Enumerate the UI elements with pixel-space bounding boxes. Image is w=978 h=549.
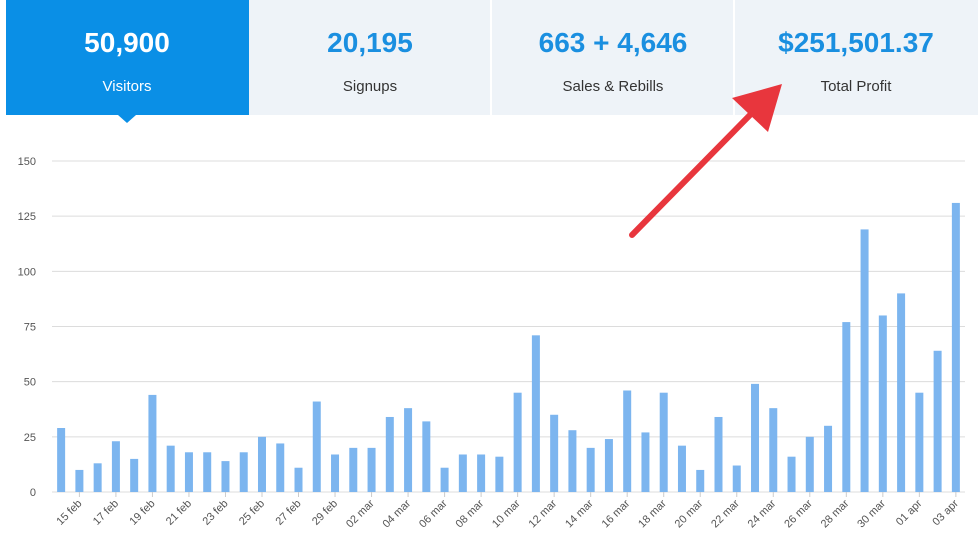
- bar: [513, 392, 522, 492]
- x-tick-label: 10 mar: [490, 497, 523, 530]
- stat-value: 20,195: [327, 27, 413, 58]
- bar: [203, 452, 212, 492]
- y-tick-label: 50: [24, 377, 36, 389]
- x-tick-label: 15 feb: [54, 498, 84, 528]
- bar: [677, 445, 686, 492]
- bar: [696, 469, 705, 492]
- bar: [130, 458, 139, 492]
- bar: [166, 445, 175, 492]
- bar: [257, 436, 266, 492]
- bar: [57, 428, 66, 492]
- bar: [933, 350, 942, 492]
- bar: [312, 401, 321, 492]
- bar: [221, 461, 230, 492]
- bar: [860, 229, 869, 492]
- bar: [714, 416, 723, 492]
- stat-label: Visitors: [103, 78, 152, 95]
- x-tick-label: 23 feb: [200, 498, 230, 528]
- bar: [111, 441, 120, 492]
- stat-label: Sales & Rebills: [563, 78, 664, 95]
- bar: [276, 443, 285, 492]
- active-card[interactable]: [6, 0, 249, 115]
- bar: [824, 425, 833, 492]
- bar: [404, 408, 413, 492]
- x-tick-label: 16 mar: [600, 497, 633, 530]
- bar: [93, 463, 102, 492]
- x-tick-label: 06 mar: [417, 497, 450, 530]
- plot: 0 25 50 75 100 125 150 15 feb 17 feb 19 feb 21 feb…: [18, 156, 965, 530]
- y-tick-label: 100: [18, 266, 36, 278]
- x-tick-label: 25 feb: [237, 498, 267, 528]
- y-tick-label: 0: [30, 487, 36, 499]
- bar: [787, 456, 796, 492]
- bar: [842, 322, 851, 492]
- bar: [239, 452, 248, 492]
- bar: [805, 436, 814, 492]
- bar: [623, 390, 632, 492]
- x-tick-label: 01 apr: [894, 497, 925, 528]
- x-tick-label: 03 apr: [930, 497, 961, 528]
- bar: [294, 467, 303, 492]
- bar: [769, 408, 778, 492]
- bar: [422, 421, 431, 492]
- bar: [148, 394, 157, 492]
- y-tick-label: 75: [24, 322, 36, 334]
- y-tick-label: 125: [18, 211, 36, 223]
- bar: [184, 452, 193, 492]
- bar: [751, 383, 760, 492]
- x-tick-label: 26 mar: [782, 497, 815, 530]
- x-tick-label: 02 mar: [344, 497, 377, 530]
- bar: [951, 202, 960, 492]
- stat-value: 663 + 4,646: [539, 27, 688, 58]
- bar: [897, 293, 906, 492]
- bar: [531, 335, 540, 492]
- x-tick-label: 27 feb: [274, 498, 304, 528]
- y-tick-label: 25: [24, 432, 36, 444]
- bar: [586, 447, 595, 492]
- bar: [878, 315, 887, 492]
- arrow-head: [732, 84, 782, 132]
- bar: [458, 454, 467, 492]
- bar: [495, 456, 504, 492]
- x-tick-label: 14 mar: [563, 497, 596, 530]
- cards-background: [249, 0, 978, 115]
- x-tick-label: 21 feb: [164, 498, 194, 528]
- bar: [659, 392, 668, 492]
- bar: [915, 392, 924, 492]
- bar: [349, 447, 358, 492]
- x-tick-label: 20 mar: [673, 497, 706, 530]
- x-tick-label: 29 feb: [310, 498, 340, 528]
- x-tick-label: 30 mar: [855, 497, 888, 530]
- x-tick-label: 19 feb: [127, 498, 157, 528]
- x-tick-label: 04 mar: [380, 497, 413, 530]
- x-tick-label: 17 feb: [91, 498, 121, 528]
- bar: [604, 439, 613, 492]
- stat-value: $251,501.37: [778, 27, 934, 58]
- bar: [75, 469, 84, 492]
- stat-label: Signups: [343, 78, 397, 95]
- bar: [732, 465, 741, 492]
- x-tick-label: 28 mar: [819, 497, 852, 530]
- bar: [568, 430, 577, 492]
- stat-value: 50,900: [84, 27, 170, 58]
- arrow: [629, 84, 782, 238]
- bar: [477, 454, 486, 492]
- card-pointer: [118, 115, 136, 123]
- bar: [641, 432, 650, 492]
- stat-label: Total Profit: [821, 78, 893, 95]
- bar: [331, 454, 340, 492]
- arrow-shaft: [629, 112, 753, 238]
- bar: [367, 447, 376, 492]
- x-tick-label: 08 mar: [454, 497, 487, 530]
- bar: [550, 414, 559, 492]
- x-tick-label: 24 mar: [746, 497, 779, 530]
- x-tick-label: 22 mar: [709, 497, 742, 530]
- bar: [385, 416, 394, 492]
- x-tick-label: 12 mar: [527, 497, 560, 530]
- y-tick-label: 150: [18, 156, 36, 168]
- x-tick-label: 18 mar: [636, 497, 669, 530]
- bar: [440, 467, 449, 492]
